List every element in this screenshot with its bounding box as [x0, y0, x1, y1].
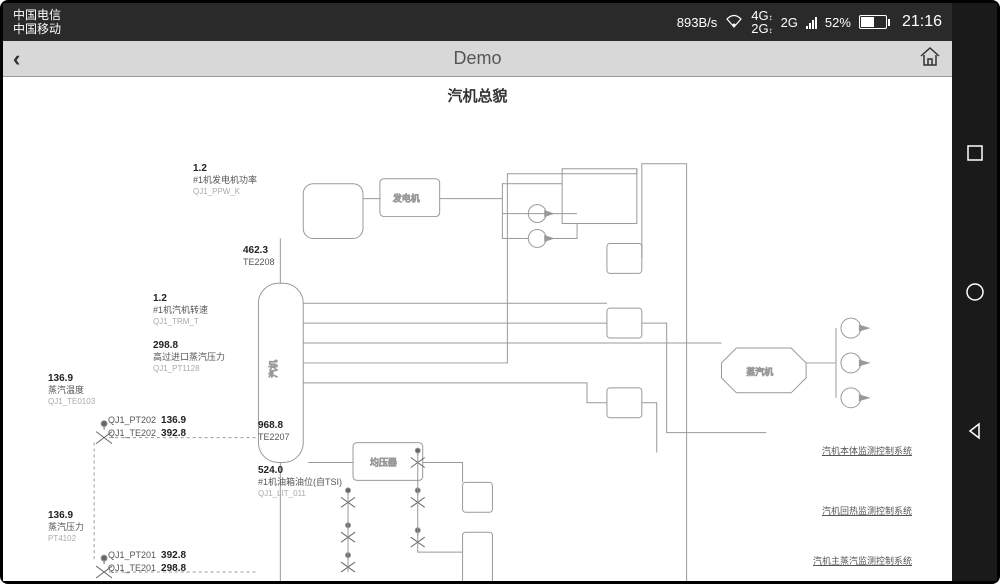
generator-label: 发电机 [393, 193, 420, 204]
network-speed: 893B/s [677, 15, 717, 30]
battery-pct: 52% [825, 15, 851, 30]
label-te2207: 968.8 TE2207 [258, 419, 290, 444]
link-main-steam-monitor[interactable]: 汽机主蒸汽监测控制系统 [813, 554, 912, 567]
label-steam-press: 136.9 蒸汽压力 PT4102 [48, 509, 84, 544]
pump-icon [841, 388, 869, 408]
schematic-svg: 汽机 发电机 均压器 蒸汽机 [3, 114, 952, 581]
signal-2g: 2G [781, 15, 798, 30]
label-speed: 1.2 #1机汽机转速 QJ1_TRM_T [153, 292, 208, 327]
home-button[interactable] [964, 281, 986, 303]
steam-engine-label: 蒸汽机 [746, 366, 773, 377]
label-steam-temp: 136.9 蒸汽温度 QJ1_TE0103 [48, 372, 95, 407]
app-header: ‹ Demo [3, 41, 952, 77]
pump-icon [841, 353, 869, 373]
label-pt202: QJ1_PT202 136.9 QJ1_TE202 392.8 [108, 414, 186, 440]
android-nav-bar [952, 3, 997, 581]
app-home-button[interactable] [918, 45, 942, 73]
wifi-icon [725, 14, 743, 31]
app-title: Demo [453, 48, 501, 69]
status-bar: 中国电信 中国移动 893B/s 4G↕ 2G↕ 2G 52% 21:16 [3, 3, 952, 41]
signal-icon [806, 15, 817, 29]
label-oil-level: 524.0 #1机油箱油位(自TSI) QJ1_LIT_011 [258, 464, 342, 499]
pump-icon [841, 318, 869, 338]
content-area: 汽机总貌 汽机 发电机 均压器 蒸汽机 [3, 77, 952, 581]
schematic-diagram[interactable]: 汽机 发电机 均压器 蒸汽机 [3, 114, 952, 581]
status-right: 893B/s 4G↕ 2G↕ 2G 52% 21:16 [677, 9, 942, 35]
carrier-1: 中国电信 [13, 8, 61, 22]
carrier-2: 中国移动 [13, 22, 61, 36]
label-te2208: 462.3 TE2208 [243, 244, 275, 269]
label-steam-press-in: 298.8 高过进口蒸汽压力 QJ1_PT1128 [153, 339, 225, 374]
recent-apps-button[interactable] [964, 142, 986, 164]
label-pt201: QJ1_PT201 392.8 QJ1_TE201 298.8 [108, 549, 186, 575]
label-gen-power: 1.2 #1机发电机功率 QJ1_PPW_K [193, 162, 257, 197]
equalizer-label: 均压器 [370, 456, 397, 467]
back-button[interactable] [964, 420, 986, 442]
turbine-label: 汽机 [267, 360, 278, 378]
link-reheat-monitor[interactable]: 汽机回热监测控制系统 [822, 504, 912, 517]
carrier-labels: 中国电信 中国移动 [13, 8, 61, 37]
network-badges: 4G↕ 2G↕ [751, 9, 772, 35]
diagram-title: 汽机总貌 [3, 77, 952, 114]
app-back-button[interactable]: ‹ [13, 46, 20, 72]
link-body-monitor[interactable]: 汽机本体监测控制系统 [822, 444, 912, 457]
battery-icon [859, 15, 894, 29]
clock: 21:16 [902, 13, 942, 31]
